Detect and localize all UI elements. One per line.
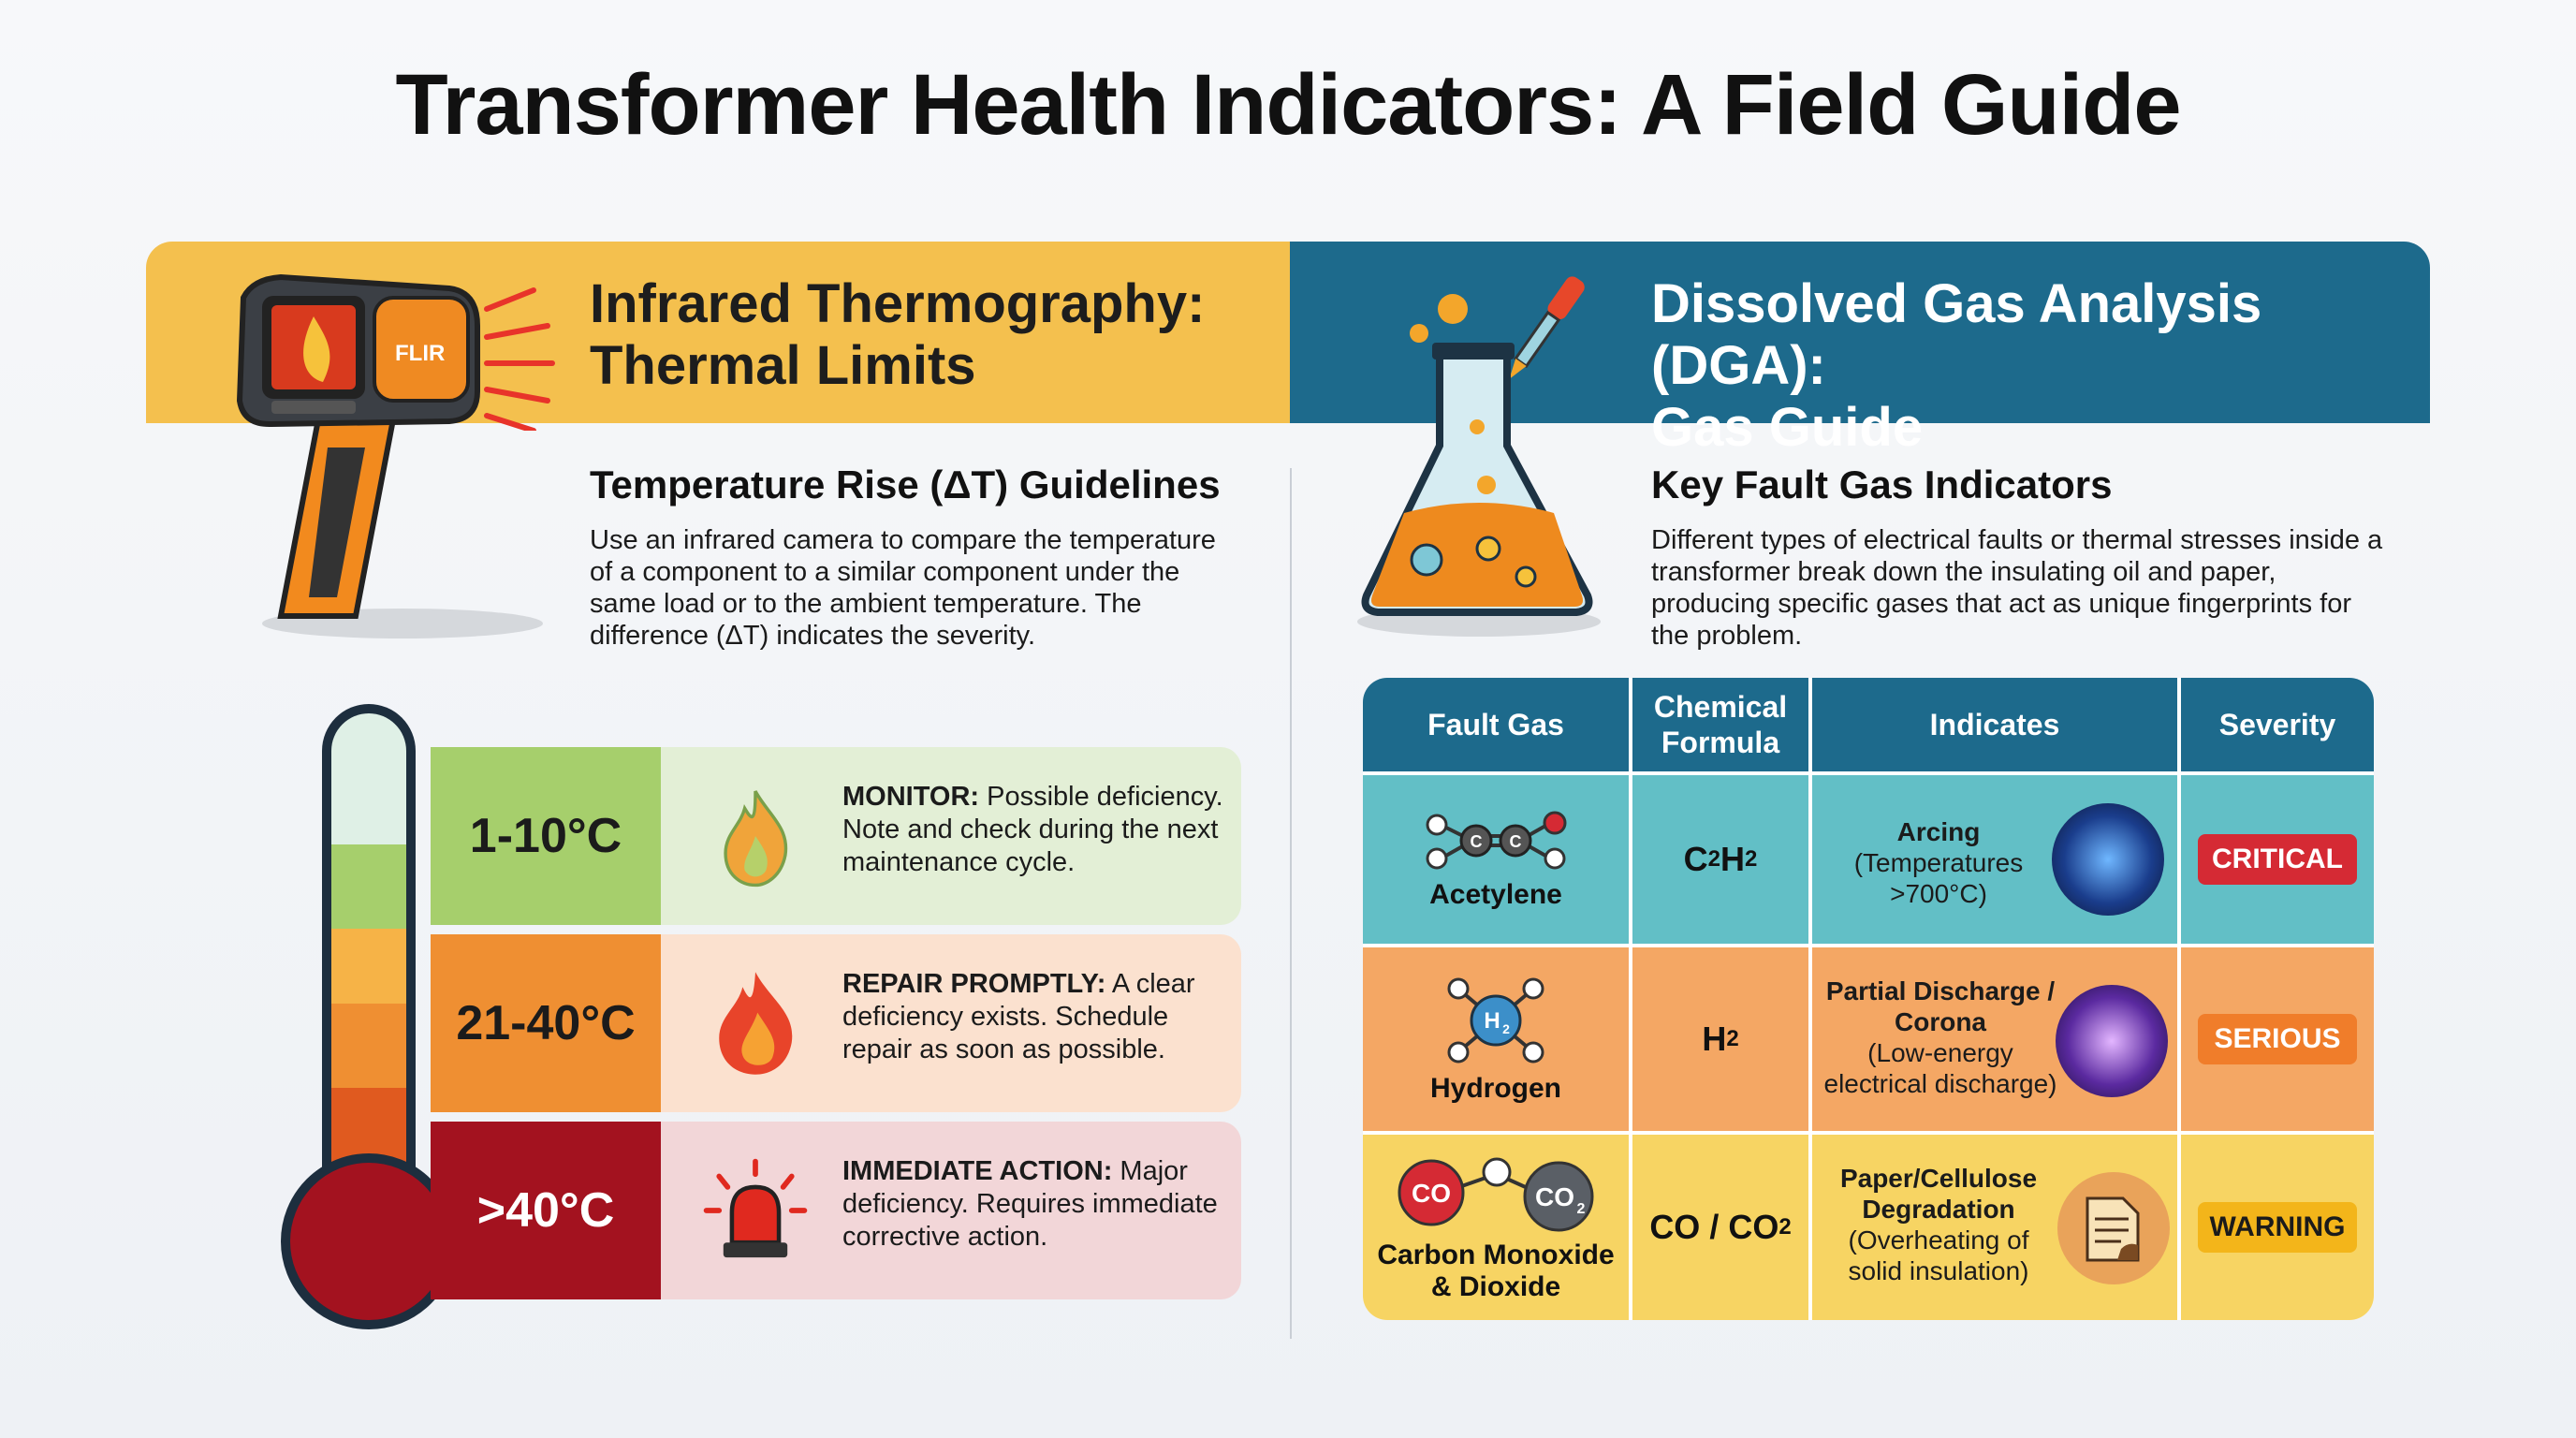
chemistry-flask-icon: [1357, 276, 1601, 637]
gas-name: Hydrogen: [1429, 1073, 1561, 1104]
gas-name: Carbon Monoxide & Dioxide: [1377, 1240, 1615, 1302]
paper-document-icon: [2086, 1196, 2140, 1262]
svg-text:H: H: [1484, 1008, 1500, 1034]
gas-severity: WARNING: [2181, 1135, 2374, 1320]
table-header-indicates: Indicates: [1812, 678, 2177, 771]
table-row-hydrogen-gas: H 2 Hydrogen: [1363, 947, 1629, 1131]
table-header-formula: Chemical Formula: [1632, 678, 1808, 771]
thermography-subtitle: Temperature Rise (ΔT) Guidelines: [590, 462, 1221, 506]
alarm-light-icon: [703, 1158, 808, 1258]
plasma-ball-icon: [2056, 985, 2168, 1097]
svg-text:2: 2: [1577, 1201, 1586, 1217]
gas-indicates: Arcing (Temperatures >700°C): [1812, 775, 2177, 944]
temp-row-repair: 21-40°C REPAIR PROMPTLY: A clear deficie…: [431, 934, 1241, 1112]
temp-row-description: MONITOR: Possible deficiency. Note and c…: [842, 782, 1223, 877]
svg-text:CO: CO: [1535, 1182, 1574, 1211]
svg-text:CO: CO: [1412, 1179, 1451, 1208]
table-header-severity: Severity: [2181, 678, 2374, 771]
heat-wave-lines-icon: [484, 287, 555, 431]
status-badge-serious: SERIOUS: [2198, 1014, 2357, 1064]
temp-range-label: 1-10°C: [431, 747, 661, 925]
temp-row-immediate: >40°C IMMEDIATE ACTION: Major deficiency…: [431, 1122, 1241, 1299]
dga-header-line2: Gas Guide: [1651, 397, 1924, 458]
temp-row-description: REPAIR PROMPTLY: A clear deficiency exis…: [842, 969, 1195, 1064]
temp-row-monitor: 1-10°C MONITOR: Possible deficiency. Not…: [431, 747, 1241, 925]
gas-severity: CRITICAL: [2181, 775, 2374, 944]
flame-icon: [719, 972, 793, 1075]
dga-header-title: Dissolved Gas Analysis (DGA): Gas Guide: [1651, 273, 2419, 459]
arc-plasma-icon: [2052, 803, 2164, 916]
section-divider: [1290, 468, 1292, 1339]
thermography-header-title: Infrared Thermography: Thermal Limits: [590, 273, 1245, 397]
table-header-fault-gas: Fault Gas: [1363, 678, 1629, 771]
status-badge-critical: CRITICAL: [2198, 834, 2357, 885]
thermography-header-line2: Thermal Limits: [590, 335, 976, 396]
thermometer-bulb: [281, 1153, 457, 1329]
fault-gas-table: Fault Gas Chemical Formula Indicates Sev…: [1363, 678, 2374, 1320]
svg-text:C: C: [1510, 832, 1522, 851]
acetylene-molecule-icon: C C: [1426, 811, 1567, 870]
carbon-oxides-molecule-icon: CO CO 2: [1398, 1157, 1594, 1232]
temp-row-description: IMMEDIATE ACTION: Major deficiency. Requ…: [842, 1156, 1218, 1252]
dga-intro: Different types of electrical faults or …: [1651, 525, 2383, 651]
hydrogen-molecule-icon: H 2: [1447, 977, 1544, 1064]
temp-range-label: 21-40°C: [431, 934, 661, 1112]
gas-severity: SERIOUS: [2181, 947, 2374, 1131]
gas-name: Acetylene: [1429, 879, 1562, 910]
infrared-camera-icon: [236, 273, 543, 638]
gas-indicates: Partial Discharge / Corona (Low-energy e…: [1812, 947, 2177, 1131]
table-row-carbon-oxides-gas: CO CO 2 Carbon Monoxide & Dioxide: [1363, 1135, 1629, 1320]
svg-text:C: C: [1471, 832, 1483, 851]
camera-brand-label: FLIR: [395, 341, 446, 366]
thermography-intro: Use an infrared camera to compare the te…: [590, 525, 1216, 651]
svg-text:2: 2: [1502, 1021, 1510, 1036]
dga-header-line1: Dissolved Gas Analysis (DGA):: [1651, 273, 2262, 396]
gas-indicates: Paper/Cellulose Degradation (Overheating…: [1812, 1135, 2177, 1320]
thermography-header-line1: Infrared Thermography:: [590, 273, 1206, 334]
page-title: Transformer Health Indicators: A Field G…: [395, 57, 2181, 153]
table-row-acetylene-gas: C C Acetylene: [1363, 775, 1629, 944]
status-badge-warning: WARNING: [2198, 1202, 2357, 1253]
dga-subtitle: Key Fault Gas Indicators: [1651, 462, 2113, 506]
gas-formula: CO / CO 2: [1632, 1135, 1808, 1320]
small-flame-icon: [724, 790, 788, 888]
temp-range-label: >40°C: [431, 1122, 661, 1299]
